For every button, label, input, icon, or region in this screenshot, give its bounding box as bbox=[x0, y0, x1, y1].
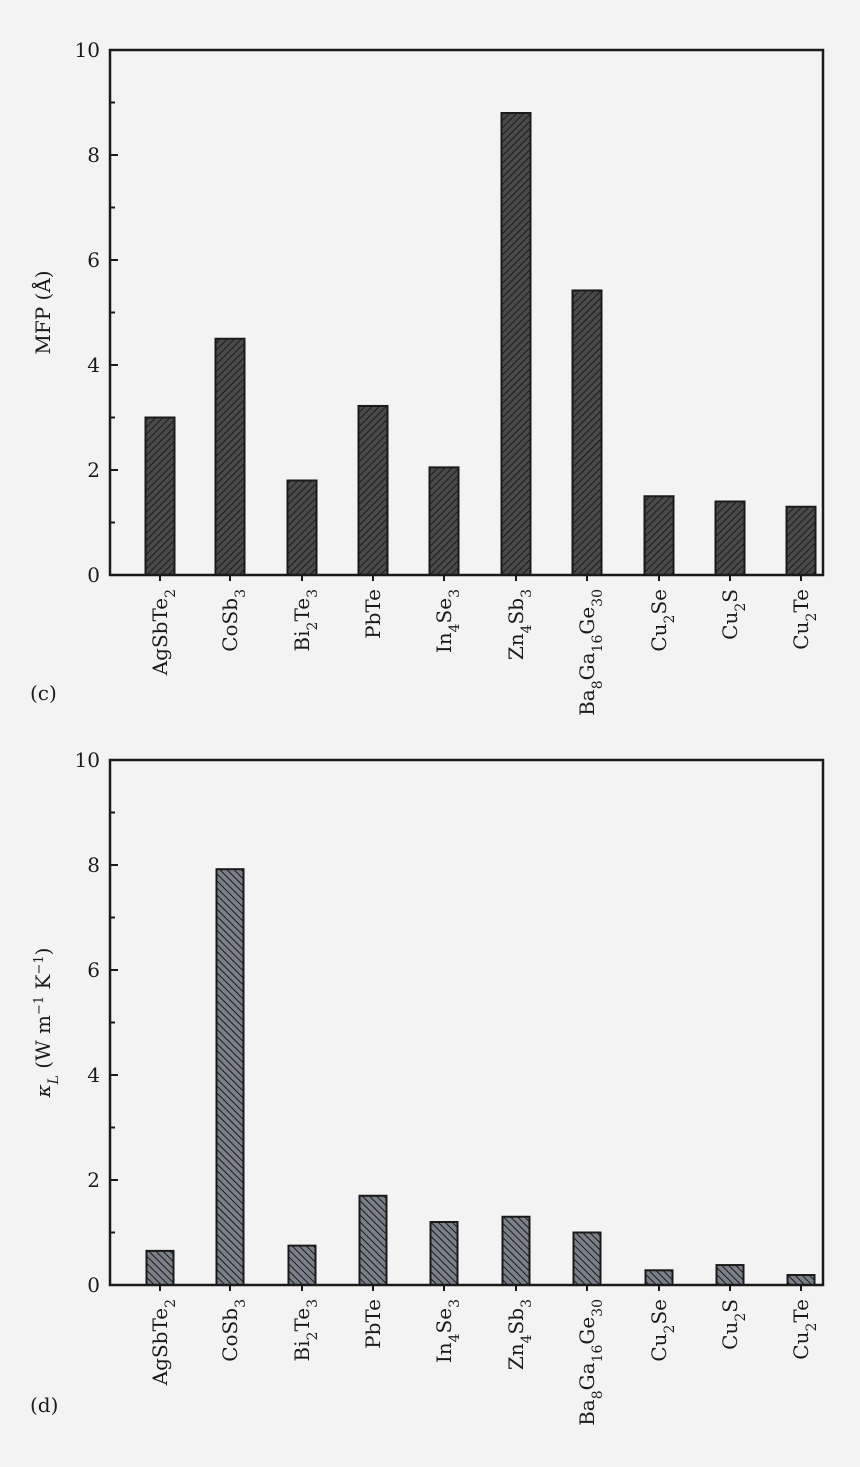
bar bbox=[715, 1264, 745, 1287]
y-tick-label: 6 bbox=[87, 248, 100, 272]
y-tick-label: 10 bbox=[75, 748, 100, 772]
x-tick-label: In4Se3 bbox=[432, 589, 463, 653]
y-tick-label: 2 bbox=[87, 458, 100, 482]
panel-label: (c) bbox=[30, 681, 57, 705]
y-tick-label: 4 bbox=[87, 1063, 100, 1087]
y-tick-label: 6 bbox=[87, 958, 100, 982]
y-tick-label: 0 bbox=[87, 563, 100, 587]
bar bbox=[644, 1269, 674, 1287]
chart-mfp: 0 2 4 6 8 10 AgSbTe2 CoSb3 Bi2Te3 PbTe In4Se3 Zn4Sb… bbox=[30, 38, 825, 716]
y-tick-label: 0 bbox=[87, 1273, 100, 1297]
x-tick-label: Ba8Ga16Ge30 bbox=[575, 1299, 606, 1426]
bar bbox=[357, 404, 389, 577]
x-tick-label: Cu2Te bbox=[789, 589, 820, 650]
bar bbox=[428, 466, 460, 576]
x-tick-label: Zn4Sb3 bbox=[504, 1299, 535, 1370]
x-tick-label: Cu2Te bbox=[789, 1299, 820, 1360]
y-tick-label: 2 bbox=[87, 1168, 100, 1192]
bar bbox=[501, 1215, 531, 1286]
bar bbox=[571, 289, 603, 576]
x-tick-label: In4Se3 bbox=[432, 1299, 463, 1363]
bar bbox=[214, 337, 246, 576]
bar bbox=[429, 1221, 459, 1286]
x-tick-label: AgSbTe2 bbox=[148, 589, 179, 676]
y-axis-label: κL (W m−1 K−1) bbox=[31, 948, 62, 1099]
x-tick-label: Cu2S bbox=[718, 589, 749, 640]
bar bbox=[145, 1249, 175, 1286]
y-tick-label: 8 bbox=[87, 853, 100, 877]
panel-label: (d) bbox=[30, 1393, 58, 1417]
x-tick-label: Ba8Ga16Ge30 bbox=[575, 589, 606, 716]
bar bbox=[572, 1231, 602, 1286]
y-tick-label: 10 bbox=[75, 38, 100, 62]
x-tick-label: Cu2Se bbox=[647, 1299, 678, 1362]
x-tick-label: Cu2Se bbox=[647, 589, 678, 652]
x-tick-label: Bi2Te3 bbox=[290, 1299, 321, 1362]
bar bbox=[286, 479, 318, 576]
y-tick-label: 8 bbox=[87, 143, 100, 167]
plot-frame bbox=[108, 758, 825, 1287]
x-tick-label: CoSb3 bbox=[218, 1299, 249, 1362]
x-tick-label: Cu2S bbox=[718, 1299, 749, 1350]
bar bbox=[215, 868, 245, 1286]
x-tick-label: Zn4Sb3 bbox=[504, 589, 535, 660]
x-tick-label: PbTe bbox=[361, 589, 385, 639]
bar bbox=[358, 1194, 388, 1286]
x-tick-label: PbTe bbox=[361, 1299, 385, 1349]
x-tick-label: AgSbTe2 bbox=[148, 1299, 179, 1386]
bar bbox=[287, 1244, 317, 1286]
bar bbox=[144, 416, 176, 576]
bar bbox=[500, 112, 532, 576]
y-axis-label: MFP (Å) bbox=[30, 270, 55, 354]
bar bbox=[643, 495, 675, 576]
chart-kappa-l: 0 2 4 6 8 10 AgSbTe2 CoSb3 Bi2Te3 PbTe In4Se3 Zn4Sb… bbox=[30, 748, 825, 1426]
bar bbox=[785, 505, 817, 576]
bar bbox=[714, 500, 746, 576]
plot-frame bbox=[108, 48, 825, 577]
y-tick-label: 4 bbox=[87, 353, 100, 377]
x-tick-label: Bi2Te3 bbox=[290, 589, 321, 652]
x-tick-label: CoSb3 bbox=[218, 589, 249, 652]
bar bbox=[786, 1274, 816, 1287]
